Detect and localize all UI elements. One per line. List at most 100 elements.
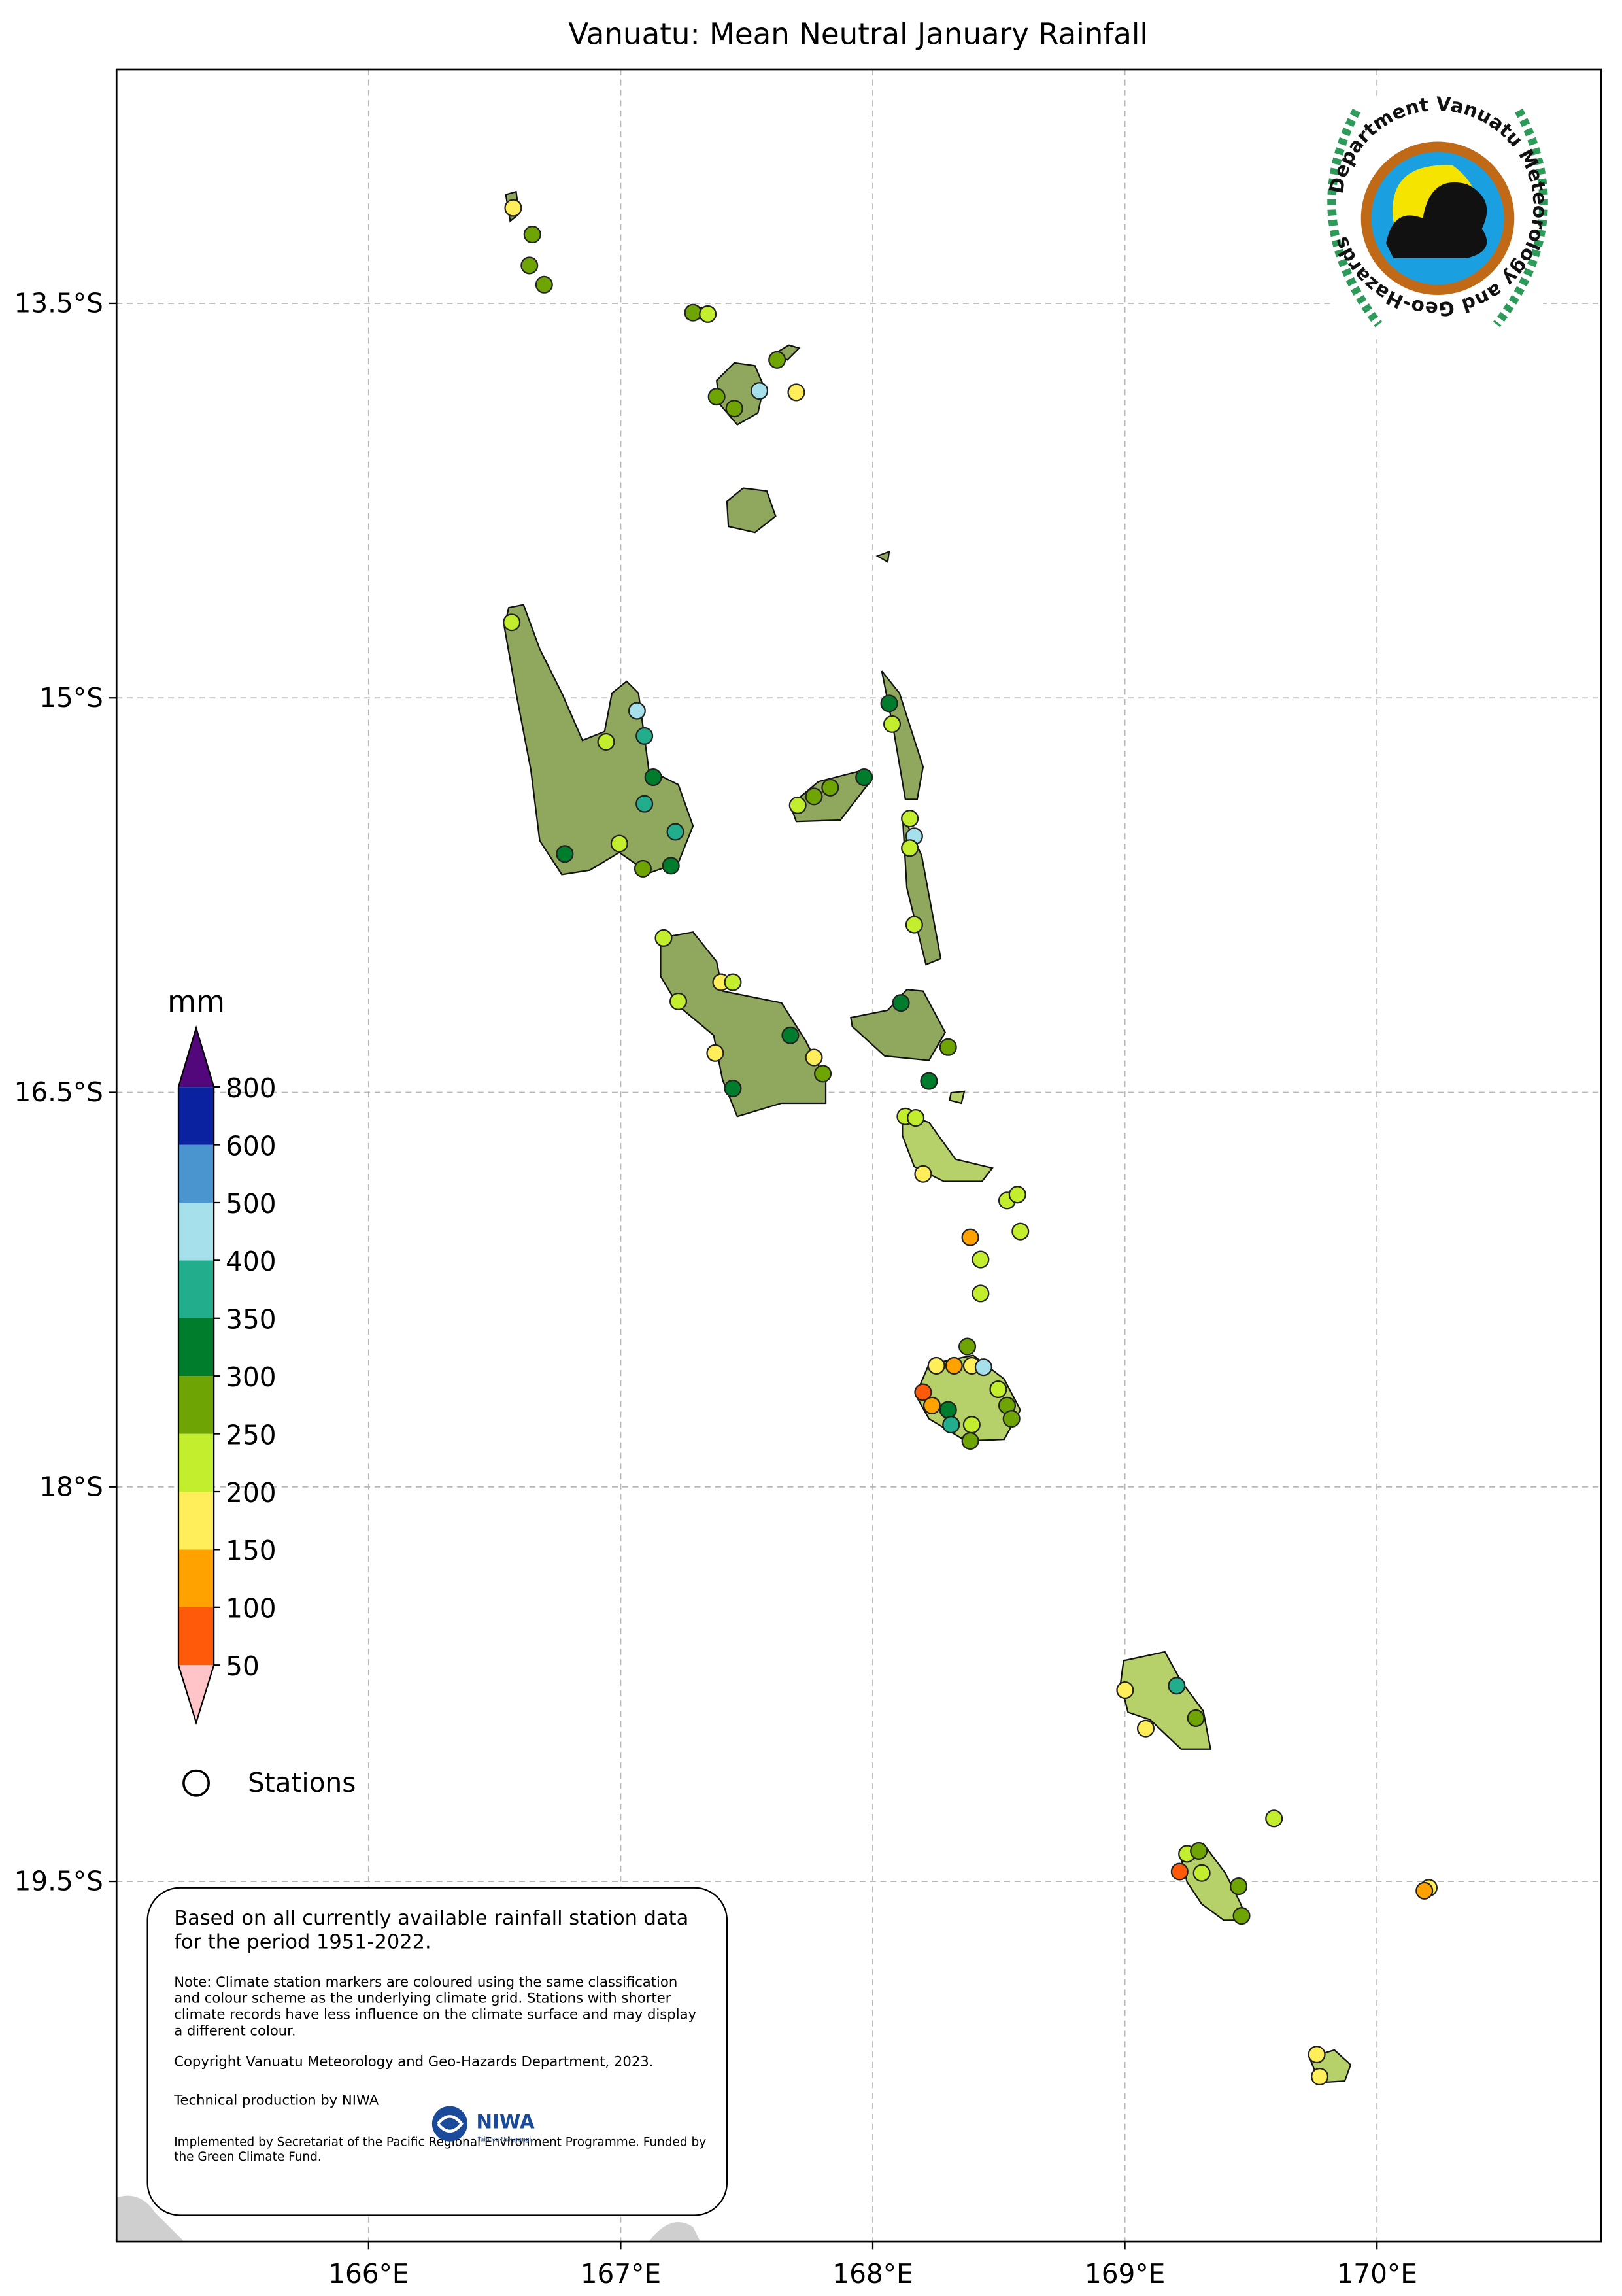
niwa-subtext: Taihoro Nukurangi bbox=[477, 2137, 531, 2144]
island bbox=[726, 487, 777, 534]
legend-unit: mm bbox=[167, 984, 225, 1019]
station bbox=[927, 1356, 945, 1375]
island bbox=[875, 550, 890, 564]
station bbox=[901, 839, 919, 857]
notes-implemented: Implemented by Secretariat of the Pacifi… bbox=[174, 2134, 707, 2164]
niwa-text: NIWA bbox=[477, 2110, 535, 2133]
notes-body: Based on all currently available rainfal… bbox=[174, 1907, 707, 2163]
station bbox=[883, 715, 902, 733]
colorbar-segment bbox=[178, 1087, 214, 1145]
colorbar-tick-label: 100 bbox=[226, 1593, 276, 1624]
station bbox=[1136, 1719, 1155, 1738]
station bbox=[644, 768, 662, 787]
laurel bbox=[1327, 108, 1548, 328]
station bbox=[945, 1356, 963, 1375]
x-tick-label: 170°E bbox=[1336, 2258, 1417, 2289]
colorbar-tick-label: 500 bbox=[226, 1188, 276, 1220]
y-tick-label: 16.5°S bbox=[14, 1076, 103, 1108]
niwa-logo: NIWA Taihoro Nukurangi bbox=[431, 2106, 535, 2144]
station bbox=[905, 916, 923, 934]
station bbox=[706, 1044, 724, 1062]
station bbox=[1187, 1709, 1205, 1727]
station bbox=[535, 275, 553, 294]
station bbox=[724, 973, 742, 991]
notes-technical: Technical production by NIWA bbox=[174, 2093, 379, 2110]
notes-main: Based on all currently available rainfal… bbox=[174, 1907, 689, 1955]
station bbox=[958, 1337, 977, 1356]
station bbox=[805, 787, 823, 806]
station bbox=[556, 845, 574, 863]
station bbox=[914, 1165, 932, 1183]
station bbox=[724, 1079, 742, 1097]
station-legend-label: Stations bbox=[248, 1767, 356, 1798]
station bbox=[662, 857, 680, 875]
x-tick-label: 168°E bbox=[832, 2258, 913, 2289]
x-tick-label: 169°E bbox=[1085, 2258, 1165, 2289]
station bbox=[699, 305, 717, 323]
station bbox=[610, 834, 628, 853]
station bbox=[1192, 1864, 1211, 1882]
colorbar: 50 100 150 200 250 300 350 400 500 600 800 bbox=[177, 1025, 277, 1726]
station bbox=[1415, 1881, 1434, 1900]
station bbox=[1265, 1809, 1283, 1828]
notes-note: Note: Climate station markers are colour… bbox=[174, 1974, 697, 2040]
logo-cloud bbox=[1386, 182, 1487, 258]
colorbar-extend-high bbox=[178, 1027, 214, 1088]
station bbox=[628, 702, 646, 720]
grid bbox=[116, 69, 1602, 2242]
station bbox=[922, 1396, 941, 1414]
colorbar-tick-label: 600 bbox=[226, 1130, 276, 1161]
station bbox=[520, 256, 539, 275]
station bbox=[892, 994, 910, 1012]
station bbox=[974, 1358, 992, 1377]
station bbox=[503, 613, 521, 632]
station bbox=[768, 351, 786, 369]
station bbox=[597, 732, 615, 751]
station-legend-marker bbox=[182, 1769, 211, 1797]
station bbox=[880, 694, 898, 713]
station bbox=[914, 1383, 932, 1401]
station bbox=[821, 778, 839, 797]
colorbar-tick-label: 300 bbox=[226, 1362, 276, 1393]
colorbar-segment bbox=[178, 1492, 214, 1550]
station bbox=[939, 1038, 957, 1056]
colorbar-tick-label: 200 bbox=[226, 1477, 276, 1509]
land-corner bbox=[116, 2195, 184, 2242]
notes-copyright: Copyright Vanuatu Meteorology and Geo-Ha… bbox=[174, 2054, 654, 2071]
station bbox=[788, 796, 807, 814]
colorbar-tick-label: 800 bbox=[226, 1072, 276, 1104]
station bbox=[920, 1072, 938, 1090]
station bbox=[855, 768, 873, 787]
station bbox=[666, 823, 684, 841]
colorbar-segment bbox=[178, 1202, 214, 1261]
notes-box bbox=[146, 1887, 728, 2216]
colorbar-tick-label: 150 bbox=[226, 1535, 276, 1566]
logo: Department Vanuatu Meteorology and Geo-H… bbox=[1302, 82, 1574, 354]
x-tick-label: 166°E bbox=[328, 2258, 409, 2289]
station bbox=[669, 992, 688, 1010]
station bbox=[1311, 2067, 1329, 2086]
map-frame bbox=[115, 68, 1602, 2243]
y-tick-label: 18°S bbox=[39, 1471, 103, 1502]
station bbox=[654, 929, 673, 947]
colorbar-segment bbox=[178, 1433, 214, 1492]
station bbox=[1170, 1862, 1189, 1881]
colorbar-segment bbox=[178, 1376, 214, 1434]
colorbar-tick-label: 50 bbox=[226, 1651, 260, 1682]
y-tick-label: 13.5°S bbox=[14, 287, 103, 318]
station bbox=[901, 810, 919, 828]
island bbox=[902, 1112, 994, 1182]
station bbox=[787, 383, 805, 402]
stations bbox=[503, 199, 1438, 2086]
station bbox=[1008, 1186, 1026, 1204]
colorbar-segment bbox=[178, 1607, 214, 1666]
island bbox=[949, 1090, 966, 1105]
colorbar-segment bbox=[178, 1318, 214, 1377]
station bbox=[684, 303, 702, 322]
station bbox=[1011, 1222, 1030, 1241]
station bbox=[523, 226, 541, 244]
y-tick-label: 19.5°S bbox=[14, 1866, 103, 1897]
station bbox=[635, 727, 654, 745]
